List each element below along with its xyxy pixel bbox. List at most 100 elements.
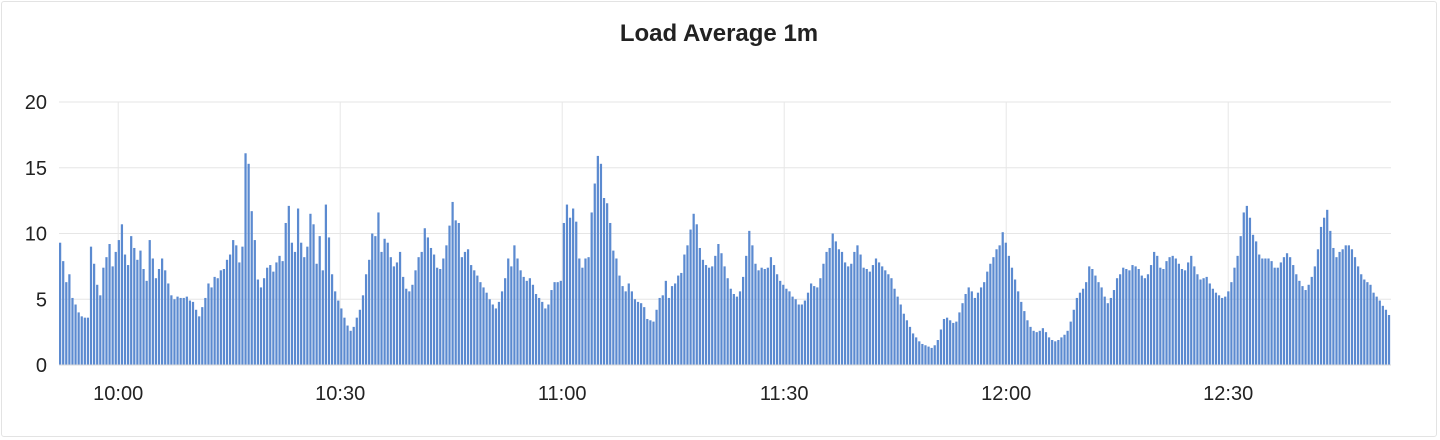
data-bar (732, 293, 735, 365)
data-bar (442, 258, 445, 365)
data-bar (504, 278, 507, 365)
data-bar (1041, 328, 1044, 365)
data-bar (1295, 274, 1298, 365)
data-bar (86, 317, 90, 365)
data-bar (278, 255, 281, 365)
x-tick-label: 10:00 (93, 383, 143, 405)
data-bar (961, 303, 964, 365)
data-bar (507, 258, 510, 365)
data-bar (476, 275, 479, 365)
data-bar (840, 251, 844, 365)
data-bar (1177, 263, 1180, 365)
data-bar (148, 240, 151, 365)
data-bar (157, 269, 161, 365)
data-bar (1069, 321, 1072, 365)
data-bar (531, 284, 535, 365)
data-bar (222, 269, 226, 365)
data-bar (1363, 279, 1366, 365)
data-bar (859, 254, 862, 365)
data-bar (1146, 274, 1150, 365)
data-bar (525, 280, 528, 365)
data-bar (757, 270, 760, 365)
data-bar (1004, 242, 1007, 365)
data-bar (615, 258, 618, 365)
data-bar (1190, 255, 1193, 365)
data-bar (729, 288, 732, 365)
data-bar (83, 317, 86, 365)
data-bar (1258, 254, 1261, 365)
data-bar (426, 237, 429, 365)
data-bar (1060, 337, 1063, 365)
data-bar (624, 291, 627, 365)
data-bar (482, 287, 485, 365)
data-bar (1122, 267, 1125, 365)
data-bar (1227, 291, 1230, 365)
data-bar (170, 295, 173, 365)
data-bar (213, 276, 216, 365)
data-bar (1196, 274, 1199, 365)
data-bar (714, 255, 717, 365)
data-bar (819, 278, 822, 365)
data-bar (884, 270, 887, 365)
data-bar (1387, 315, 1391, 365)
data-bar (720, 253, 723, 365)
data-bar (853, 251, 856, 365)
data-bar (80, 316, 83, 365)
data-bar (1353, 257, 1357, 365)
data-bar (979, 287, 983, 365)
data-bar (559, 280, 562, 365)
data-bar (704, 265, 708, 365)
data-bar (745, 255, 748, 365)
data-bar (281, 261, 284, 365)
data-bar (1316, 249, 1320, 365)
data-bar (352, 326, 355, 365)
data-bar (689, 229, 692, 365)
data-bar (636, 301, 640, 365)
data-bar (1193, 266, 1196, 366)
data-bar (816, 287, 819, 365)
data-bar (204, 297, 207, 365)
data-bar (185, 296, 188, 365)
data-bar (309, 213, 312, 365)
data-bar (652, 321, 655, 365)
data-bar (1044, 332, 1048, 366)
data-bar (949, 320, 952, 365)
data-bar (1199, 279, 1202, 365)
data-bar (1119, 274, 1122, 365)
data-bar (402, 276, 405, 365)
data-bar (976, 292, 980, 365)
data-bar (1301, 286, 1304, 365)
data-bar (843, 262, 847, 365)
data-bar (553, 282, 556, 365)
data-bar (794, 299, 797, 365)
data-bar (411, 284, 414, 365)
data-bar (377, 212, 380, 365)
data-bar (1369, 284, 1372, 365)
data-bar (772, 265, 776, 365)
data-bar (945, 317, 949, 365)
data-bar (151, 258, 154, 365)
data-bar (544, 308, 547, 365)
data-bar (99, 295, 102, 365)
data-bar (1221, 297, 1224, 365)
data-bar (235, 245, 238, 365)
data-bar (491, 304, 494, 365)
data-bar (374, 236, 377, 365)
data-bar (646, 318, 649, 365)
data-bar (210, 287, 213, 365)
data-bar (1047, 337, 1051, 365)
data-bar (547, 304, 550, 365)
data-bar (77, 312, 80, 365)
data-bar (300, 242, 303, 365)
data-bar (349, 330, 352, 365)
data-bar (1007, 255, 1011, 365)
data-bar (1162, 269, 1165, 365)
data-bar (266, 267, 269, 365)
data-bar (1001, 232, 1004, 365)
data-bar (998, 245, 1001, 365)
data-bar (692, 213, 695, 365)
data-bar (862, 267, 865, 365)
data-bar (686, 245, 689, 365)
data-bar (621, 286, 624, 365)
data-bar (1097, 282, 1100, 365)
